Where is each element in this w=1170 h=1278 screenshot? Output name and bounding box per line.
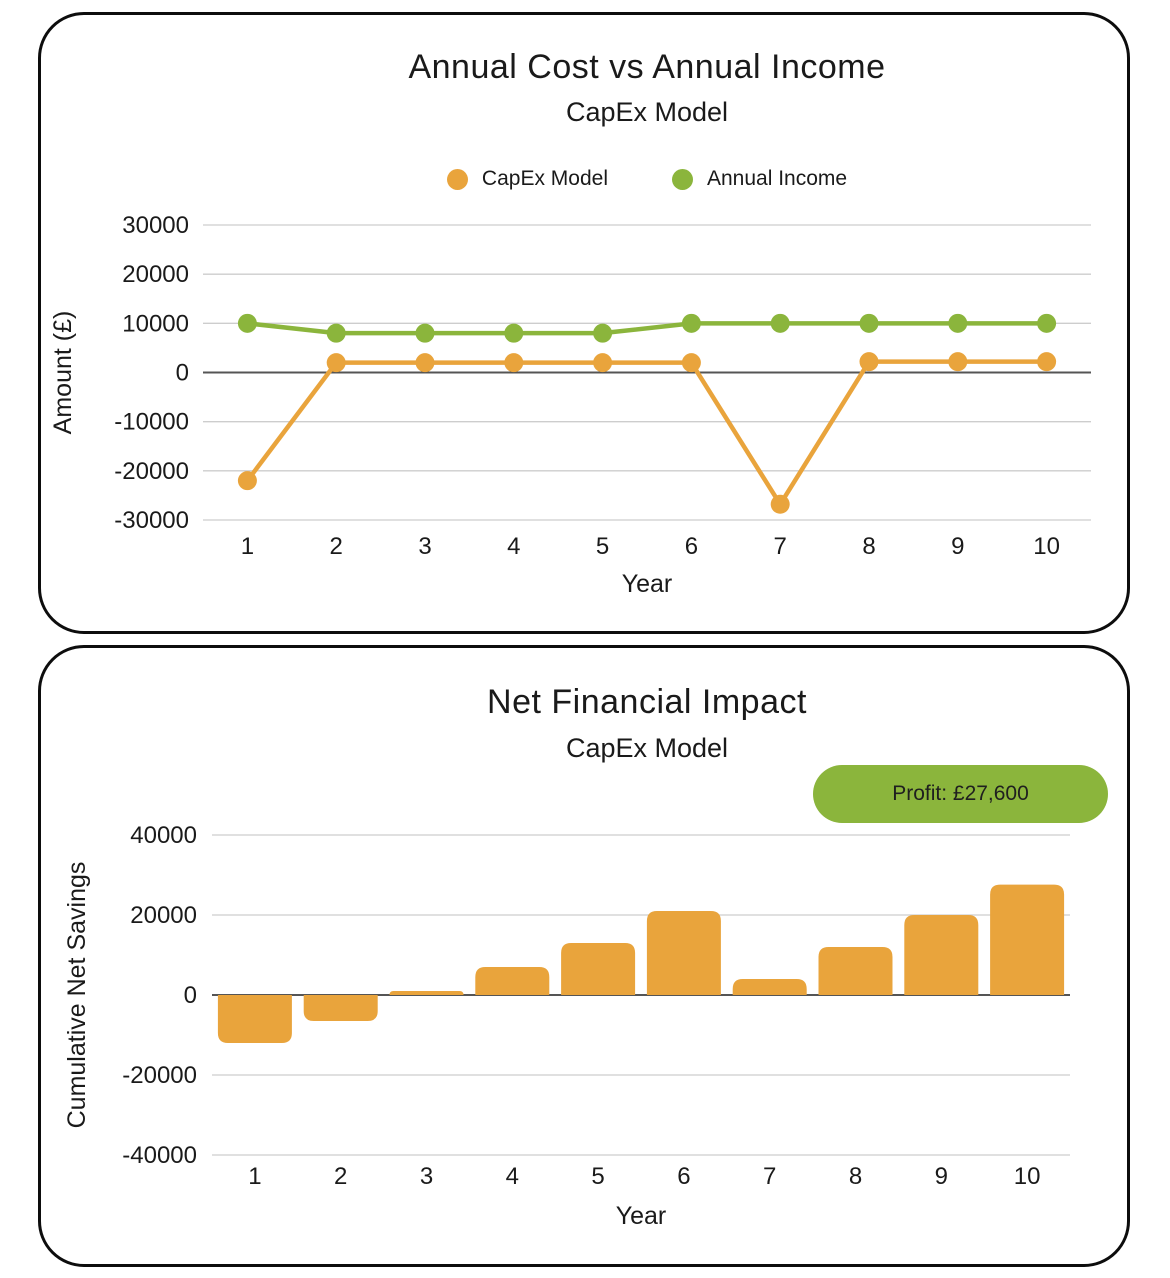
data-point-marker — [504, 353, 524, 373]
data-point-marker — [948, 313, 968, 333]
line-chart: 30000 20000 10000 0 -10000 -20000 -30000 1 2 3 4 5 6… — [49, 212, 1091, 598]
y-tick-label: 0 — [176, 360, 189, 387]
bar-chart: 40000 20000 0 -20000 -40000 1 2 3 4 5 6 7 8 9 10 Year Cu… — [63, 822, 1070, 1230]
y-tick-label: -10000 — [114, 409, 189, 436]
y-tick-label: 20000 — [130, 902, 197, 929]
y-tick-label: 20000 — [122, 261, 189, 288]
legend-label-capex-model: CapEx Model — [481, 167, 608, 190]
bar — [646, 911, 721, 995]
legend-item-annual-income: Annual Income — [671, 167, 848, 191]
data-point-marker — [593, 323, 613, 343]
legend-label-annual-income: Annual Income — [706, 167, 848, 190]
bar — [217, 995, 292, 1043]
x-axis-label: Year — [616, 1202, 667, 1230]
y-tick-label: 10000 — [122, 310, 189, 337]
x-tick-label: 2 — [334, 1163, 347, 1190]
y-tick-label: -20000 — [114, 458, 189, 485]
series-line — [247, 321, 1047, 336]
x-tick-label: 8 — [862, 533, 875, 560]
x-tick-label: 4 — [507, 533, 520, 560]
data-point-marker — [770, 494, 790, 514]
data-point-marker — [948, 352, 968, 372]
x-tick-label: 5 — [591, 1163, 604, 1190]
y-tick-label: -20000 — [122, 1062, 197, 1089]
line-chart-subtitle: CapEx Model — [565, 97, 729, 127]
bar-chart-title: Net Financial Impact — [487, 683, 807, 721]
x-tick-label: 1 — [248, 1163, 261, 1190]
x-tick-label: 6 — [677, 1163, 690, 1190]
bar — [818, 947, 893, 995]
data-point-marker — [593, 353, 613, 373]
x-tick-label: 1 — [241, 533, 254, 560]
data-point-marker — [770, 313, 790, 333]
data-point-marker — [504, 323, 524, 343]
x-tick-label: 10 — [1014, 1163, 1041, 1190]
line-chart-legend: CapEx Model Annual Income — [171, 167, 1123, 191]
x-tick-label: 2 — [330, 533, 343, 560]
bar — [303, 995, 378, 1021]
bar — [732, 979, 807, 995]
profit-badge: Profit: £27,600 — [813, 765, 1108, 823]
y-tick-label: 0 — [184, 982, 197, 1009]
y-axis-label: Amount (£) — [49, 311, 77, 435]
data-point-marker — [237, 471, 257, 491]
legend-item-capex-model: CapEx Model — [446, 167, 608, 191]
series-line — [245, 359, 1047, 507]
bar — [561, 943, 636, 995]
x-tick-label: 4 — [506, 1163, 519, 1190]
data-point-marker — [415, 353, 435, 373]
y-axis-label: Cumulative Net Savings — [63, 862, 91, 1129]
x-tick-label: 5 — [596, 533, 609, 560]
x-tick-label: 9 — [951, 533, 964, 560]
annual-cost-vs-income-card: Annual Cost vs Annual Income CapEx Model… — [38, 12, 1130, 634]
line-chart-title: Annual Cost vs Annual Income — [408, 48, 886, 86]
bar — [904, 915, 979, 995]
x-axis-label: Year — [622, 570, 673, 598]
data-point-marker — [681, 353, 701, 373]
data-point-marker — [681, 313, 701, 333]
x-tick-label: 9 — [935, 1163, 948, 1190]
bar — [389, 991, 464, 995]
x-tick-label: 3 — [418, 533, 431, 560]
x-tick-label: 6 — [685, 533, 698, 560]
net-financial-impact-card: Net Financial Impact CapEx Model Profit:… — [38, 645, 1130, 1267]
x-tick-label: 7 — [763, 1163, 776, 1190]
data-point-marker — [859, 352, 879, 372]
bar — [475, 967, 550, 995]
data-point-marker — [1037, 352, 1057, 372]
annual-income-dot-icon — [671, 168, 693, 190]
x-tick-label: 7 — [774, 533, 787, 560]
x-tick-label: 8 — [849, 1163, 862, 1190]
y-tick-label: 40000 — [130, 822, 197, 849]
bar-chart-subtitle: CapEx Model — [565, 733, 729, 763]
y-tick-label: -30000 — [114, 507, 189, 534]
y-tick-label: 30000 — [122, 212, 189, 239]
data-point-marker — [326, 353, 346, 373]
data-point-marker — [326, 323, 346, 343]
capex-model-dot-icon — [446, 168, 468, 190]
data-point-marker — [1037, 313, 1057, 333]
profit-badge-label: Profit: £27,600 — [892, 782, 1029, 805]
data-point-marker — [237, 313, 257, 333]
data-point-marker — [859, 313, 879, 333]
data-point-marker — [415, 323, 435, 343]
bar — [990, 884, 1065, 995]
x-tick-label: 3 — [420, 1163, 433, 1190]
y-tick-label: -40000 — [122, 1142, 197, 1169]
x-tick-label: 10 — [1033, 533, 1060, 560]
